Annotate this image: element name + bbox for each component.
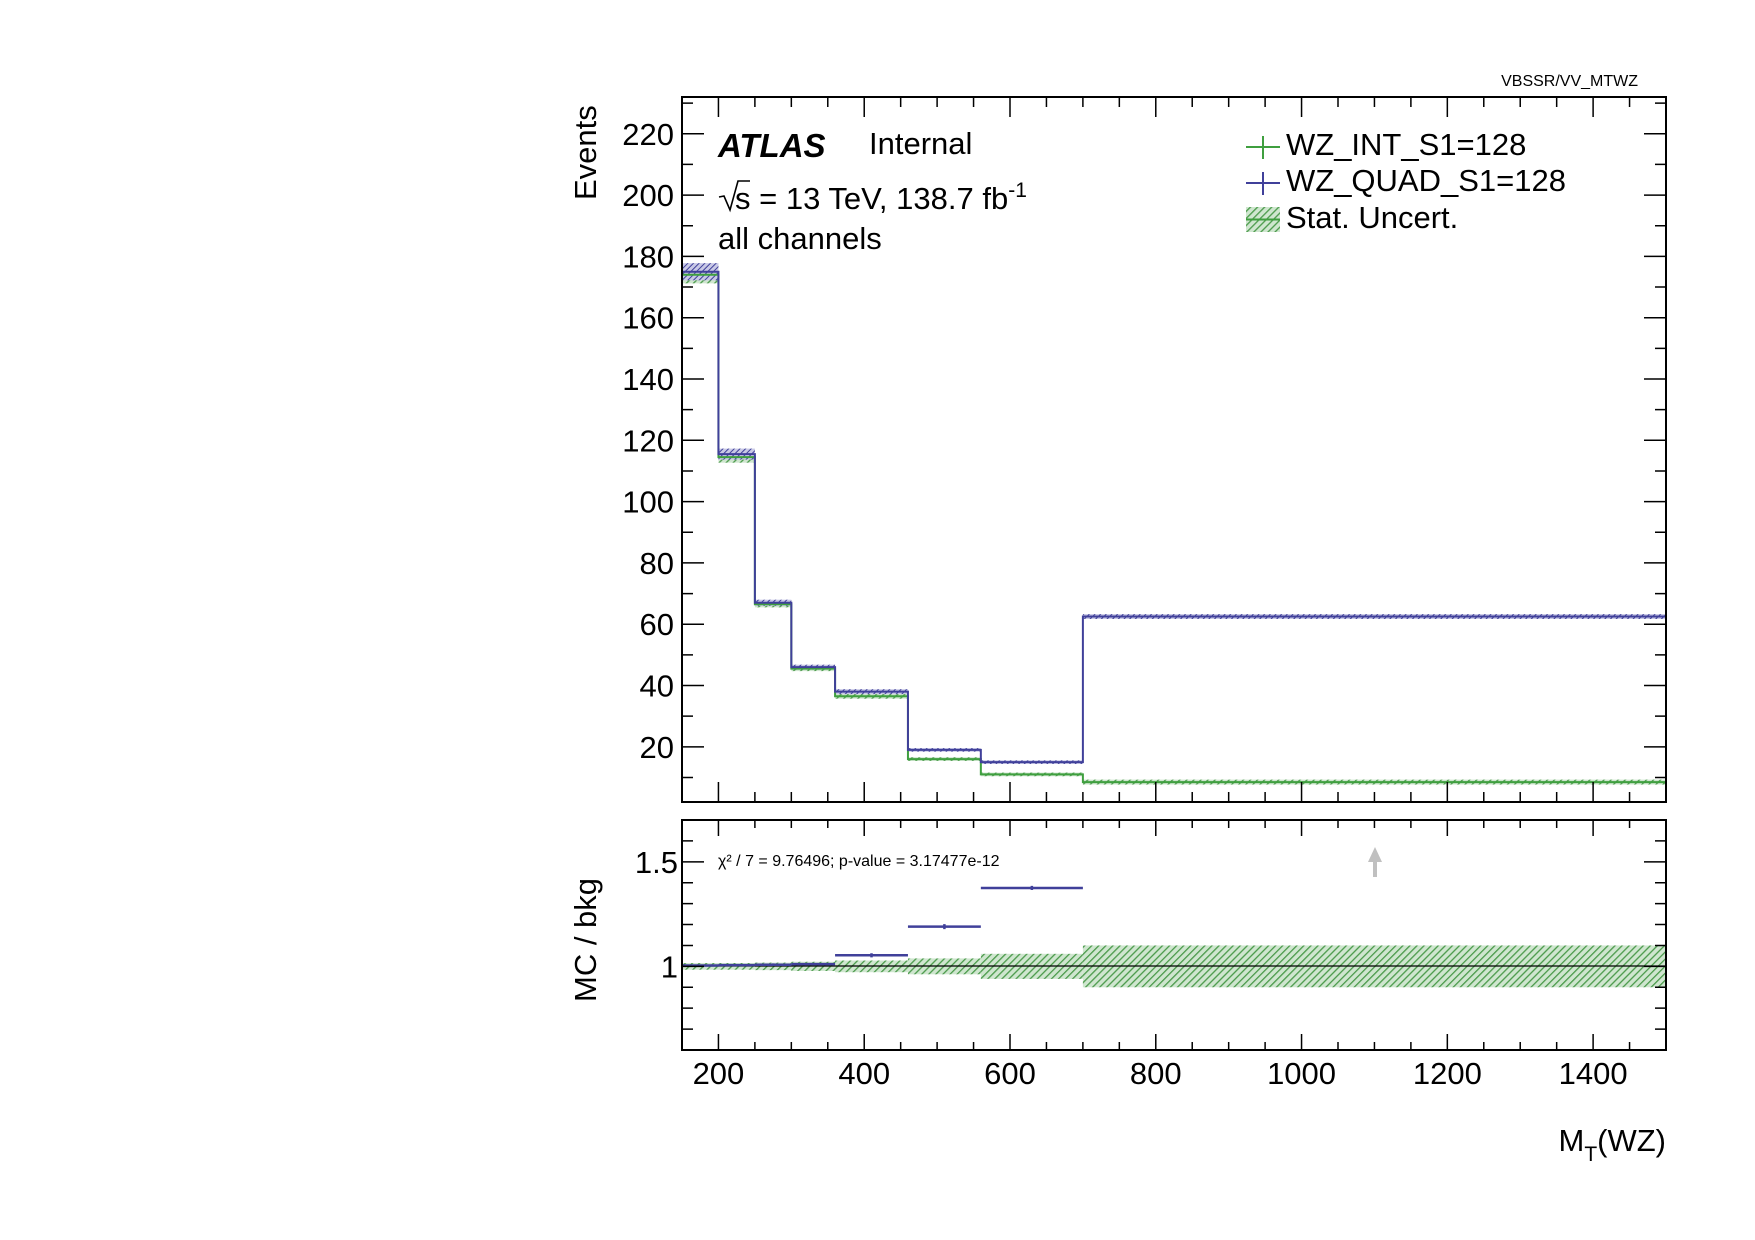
x-tick-label-200: 200 bbox=[693, 1056, 745, 1091]
ratio-panel: 1 1.5 200 400 600 800 1000 1200 1400 χ² / 7 = 9.… bbox=[568, 819, 1667, 1166]
ratio-stats-label: χ² / 7 = 9.76496; p-value = 3.17477e-12 bbox=[718, 853, 1000, 870]
series-line-quad bbox=[682, 270, 1666, 764]
y-tick-label-40: 40 bbox=[640, 669, 674, 704]
y-tick-label-140: 140 bbox=[622, 362, 674, 397]
ratio-axes: 1 1.5 200 400 600 800 1000 1200 1400 bbox=[635, 820, 1667, 1091]
main-axis-ticks bbox=[682, 97, 1667, 802]
y-tick-label-200: 200 bbox=[622, 178, 674, 213]
y-axis-title-ratio: MC / bkg bbox=[568, 878, 603, 1002]
ratio-points bbox=[682, 885, 1083, 967]
x-axis-title: MT(WZ) bbox=[1559, 1123, 1667, 1166]
legend-marker-int-icon bbox=[1246, 136, 1280, 159]
x-axis-title-subscript: T bbox=[1584, 1143, 1597, 1166]
legend-label-int: WZ_INT_S1=128 bbox=[1286, 127, 1526, 162]
lumi-superscript: -1 bbox=[1008, 179, 1027, 202]
y-tick-label-120: 120 bbox=[622, 423, 674, 458]
ratio-frame bbox=[681, 819, 1667, 1051]
y-tick-label-60: 60 bbox=[640, 607, 674, 642]
main-panel: 20 40 60 80 100 120 140 160 180 200 220 Events ATL… bbox=[568, 96, 1667, 803]
histogram-path-label: VBSSR/VV_MTWZ bbox=[1501, 73, 1638, 90]
x-tick-label-1200: 1200 bbox=[1413, 1056, 1482, 1091]
x-tick-label-1000: 1000 bbox=[1267, 1056, 1336, 1091]
x-tick-label-400: 400 bbox=[838, 1056, 890, 1091]
energy-lumi-label: s = 13 TeV, 138.7 fb-1 bbox=[735, 179, 1027, 216]
legend-entry-stat: Stat. Uncert. bbox=[1246, 200, 1458, 235]
region-label: all channels bbox=[718, 221, 882, 256]
ratio-axis-ticks bbox=[682, 820, 1667, 1050]
y-tick-label-180: 180 bbox=[622, 239, 674, 274]
legend-label-stat: Stat. Uncert. bbox=[1286, 200, 1458, 235]
ratio-point-bin-1 bbox=[718, 963, 755, 967]
main-frame bbox=[681, 96, 1667, 803]
y-tick-label-80: 80 bbox=[640, 546, 674, 581]
status-label: Internal bbox=[869, 126, 972, 161]
x-tick-label-800: 800 bbox=[1130, 1056, 1182, 1091]
legend-entry-quad: WZ_QUAD_S1=128 bbox=[1246, 163, 1566, 198]
legend: WZ_INT_S1=128 WZ_QUAD_S1=128 Stat. Uncer… bbox=[1246, 127, 1566, 235]
ratio-point-bin-2 bbox=[754, 963, 792, 966]
ratio-point-bin-4 bbox=[835, 953, 908, 958]
ratio-point-bin-6 bbox=[980, 885, 1083, 891]
legend-label-quad: WZ_QUAD_S1=128 bbox=[1286, 163, 1566, 198]
y-tick-label-20: 20 bbox=[640, 730, 674, 765]
offscale-arrow-icon bbox=[1368, 847, 1382, 877]
main-axes: 20 40 60 80 100 120 140 160 180 200 220 bbox=[622, 97, 1667, 802]
legend-entry-int: WZ_INT_S1=128 bbox=[1246, 127, 1526, 162]
x-axis-title-text: M bbox=[1559, 1123, 1585, 1158]
uncertainty-bands bbox=[682, 263, 1666, 785]
y-tick-label-100: 100 bbox=[622, 485, 674, 520]
histogram-lines bbox=[682, 270, 1666, 784]
ratio-point-bin-5 bbox=[907, 924, 981, 930]
ratio-y-tick-label-1: 1 bbox=[661, 949, 678, 984]
energy-lumi-text: s = 13 TeV, 138.7 fb bbox=[735, 181, 1008, 216]
ratio-point-bin-3 bbox=[791, 962, 836, 966]
legend-marker-quad-icon bbox=[1246, 172, 1280, 195]
sqrt-symbol bbox=[718, 180, 750, 213]
x-tick-label-1400: 1400 bbox=[1559, 1056, 1628, 1091]
y-tick-label-160: 160 bbox=[622, 301, 674, 336]
atlas-label: ATLAS bbox=[717, 127, 826, 164]
x-axis-title-suffix: (WZ) bbox=[1597, 1123, 1666, 1158]
x-tick-label-600: 600 bbox=[984, 1056, 1036, 1091]
legend-hatch-swatch-icon bbox=[1246, 207, 1280, 232]
y-axis-title-events: Events bbox=[568, 105, 603, 200]
series-line-int bbox=[682, 273, 1666, 784]
ratio-y-tick-label-1.5: 1.5 bbox=[635, 845, 678, 880]
y-tick-label-220: 220 bbox=[622, 117, 674, 152]
